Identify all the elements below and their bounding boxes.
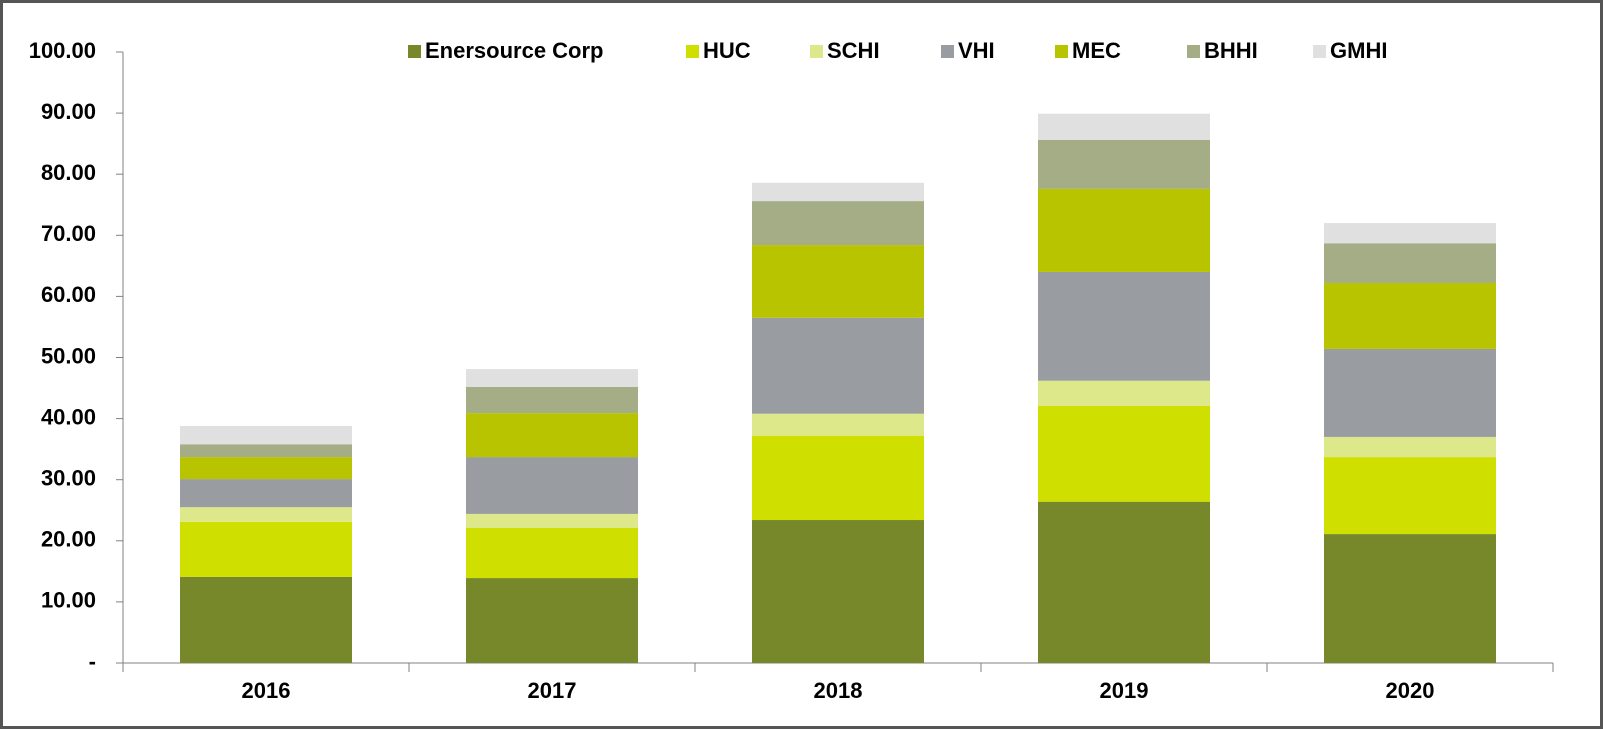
bar-segment [752,182,924,202]
bar-segment [466,457,638,514]
bar-segment [180,479,352,508]
bar-segment [1038,271,1210,381]
y-tick-label: 30.00 [41,466,96,491]
bar-segment [180,425,352,445]
legend-swatch [1055,45,1068,58]
bar-segment [1038,380,1210,406]
y-tick-label: 20.00 [41,527,96,552]
y-tick-label: 70.00 [41,221,96,246]
bar-segment [180,521,352,577]
x-tick-label: 2019 [1100,678,1149,703]
bar-segment [466,386,638,414]
bar-segment [752,413,924,436]
y-tick-label: 90.00 [41,99,96,124]
bar-segment [1324,534,1496,663]
bar-segment [180,457,352,480]
legend-swatch [941,45,954,58]
y-tick-label: 10.00 [41,588,96,613]
bar-segment [466,413,638,458]
bar-segment [180,576,352,663]
bar-segment [752,435,924,521]
y-tick-label: 50.00 [41,343,96,368]
y-tick-label: 40.00 [41,404,96,429]
bar-segment [466,527,638,579]
y-tick-label: 80.00 [41,160,96,185]
bar-segment [466,513,638,528]
bar-segment [180,507,352,522]
legend-label: BHHI [1204,38,1258,63]
bar-segment [1038,139,1210,189]
x-tick-label: 2016 [242,678,291,703]
bar-segment [1324,348,1496,437]
bar-segment [752,317,924,414]
x-tick-label: 2017 [528,678,577,703]
bar-segment [1324,457,1496,535]
legend-label: SCHI [827,38,880,63]
y-tick-label: 60.00 [41,282,96,307]
bar-segment [1038,188,1210,272]
bar-segment [1038,113,1210,140]
bar-segment [180,444,352,458]
legend-swatch [810,45,823,58]
legend-label: Enersource Corp [425,38,604,63]
bar-segment [1038,405,1210,502]
legend-swatch [408,45,421,58]
legend-label: VHI [958,38,995,63]
y-tick-label: - [89,649,96,674]
bar-segment [466,369,638,387]
legend-swatch [1187,45,1200,58]
bar-segment [752,245,924,318]
legend-label: GMHI [1330,38,1387,63]
x-tick-label: 2020 [1386,678,1435,703]
bar-segment [1324,436,1496,458]
bar-segment [1324,243,1496,283]
bar-segment [752,201,924,246]
legend-swatch [1313,45,1326,58]
y-tick-label: 100.00 [29,38,96,63]
x-tick-label: 2018 [814,678,863,703]
bar-segment [466,578,638,663]
legend-label: HUC [703,38,751,63]
legend-label: MEC [1072,38,1121,63]
legend-swatch [686,45,699,58]
bar-segment [752,520,924,663]
bar-segment [1324,282,1496,349]
bar-segment [1324,223,1496,244]
bar-segment [1038,501,1210,663]
